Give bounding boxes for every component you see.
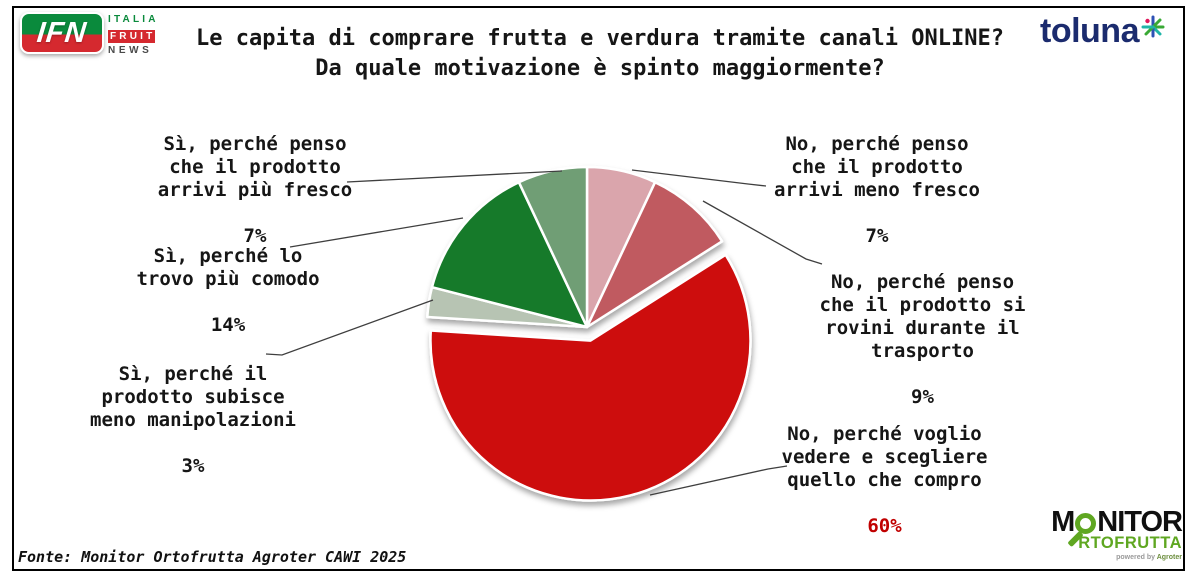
monitor-wordmark-row1: M NITOR (1026, 506, 1183, 548)
label-no-meno-fresco: No, perché penso che il prodotto arrivi … (752, 110, 1002, 271)
label-si-comodo: Sì, perché lo trovo più comodo 14% (103, 222, 353, 360)
label-text: No, perché penso che il prodotto si rovi… (819, 271, 1026, 362)
toluna-wordmark: toluna (1040, 12, 1139, 50)
label-no-trasporto: No, perché penso che il prodotto si rovi… (800, 248, 1045, 432)
monitor-ortofrutta-logo: M NITOR RTOFRUTTA powered by Agroter (1026, 506, 1183, 562)
label-si-piu-fresco: Sì, perché penso che il prodotto arrivi … (130, 110, 380, 271)
callout-line-no-scegliere (649, 465, 788, 496)
source-note: Fonte: Monitor Ortofrutta Agroter CAWI 2… (18, 548, 407, 566)
label-pct: 7% (243, 225, 267, 247)
pie-slice-1 (585, 180, 724, 329)
pie-slice-4 (430, 180, 589, 329)
ifn-wordmark: ITALIA FRUIT NEWS (108, 12, 159, 57)
toluna-logo: toluna (1040, 12, 1165, 50)
ifn-word-italia: ITALIA (108, 14, 159, 25)
callout-line-no-meno-fresco (631, 169, 767, 187)
agroter-brand: Agroter (1156, 554, 1182, 561)
chart-title-line1: Le capita di comprare frutta e verdura t… (196, 26, 1004, 51)
powered-by-text: powered by (1116, 554, 1156, 561)
label-pct: 14% (210, 314, 246, 336)
callout-line-si-piu-fresco (346, 170, 563, 183)
label-text: No, perché voglio vedere e scegliere que… (781, 423, 988, 491)
callout-line-si-manipolazioni (265, 299, 434, 356)
pie-slice-2 (429, 253, 752, 502)
ifn-word-news: NEWS (108, 45, 153, 56)
monitor-wordmark-row2: RTOFRUTTA (1078, 534, 1182, 552)
slide-border (12, 6, 1185, 571)
pie-slices (426, 165, 752, 502)
callout-line-no-trasporto (702, 200, 823, 265)
ifn-badge-icon: IFN (20, 12, 104, 54)
label-text: Sì, perché il prodotto subisce meno mani… (90, 363, 296, 431)
callout-line-si-comodo (289, 217, 464, 248)
toluna-asterisk-icon (1141, 15, 1165, 38)
label-no-scegliere: No, perché voglio vedere e scegliere que… (762, 400, 1007, 561)
magnifier-icon (1067, 513, 1097, 548)
monitor-letters-nitor: NITOR (1097, 506, 1183, 538)
ifn-word-fruit: FRUIT (108, 30, 156, 43)
chart-title-line2: Da quale motivazione è spinto maggiormen… (315, 56, 885, 81)
chart-title: Le capita di comprare frutta e verdura t… (150, 24, 1050, 84)
label-si-manipolazioni: Sì, perché il prodotto subisce meno mani… (83, 340, 303, 501)
label-pct: 9% (911, 386, 934, 408)
monitor-letter-m: M (1051, 506, 1075, 538)
label-pct: 3% (181, 455, 205, 477)
label-text: Sì, perché lo trovo più comodo (136, 245, 320, 290)
label-pct: 7% (865, 225, 889, 247)
ifn-logo: IFN ITALIA FRUIT NEWS (20, 12, 159, 57)
label-pct: 60% (867, 515, 902, 537)
label-text: Sì, perché penso che il prodotto arrivi … (157, 133, 353, 201)
monitor-powered-by: powered by Agroter (1026, 553, 1182, 562)
callout-lines (265, 169, 823, 496)
label-text: No, perché penso che il prodotto arrivi … (774, 133, 980, 201)
